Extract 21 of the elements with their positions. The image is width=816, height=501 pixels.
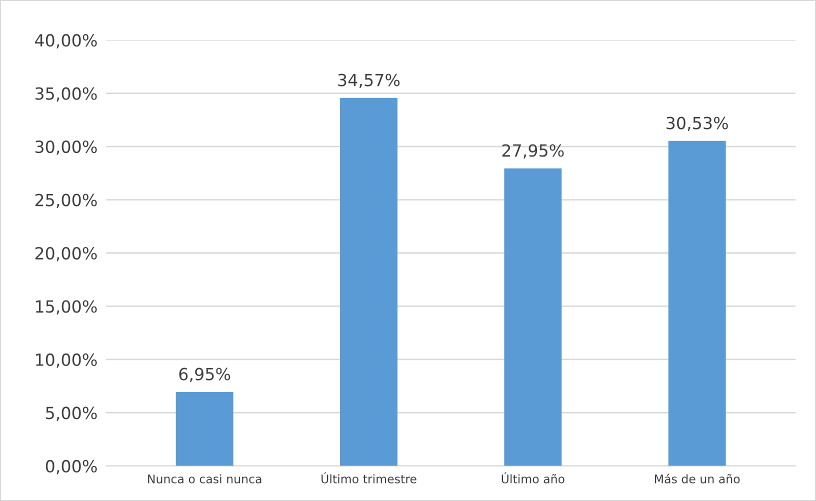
y-tick-label: 35,00% (35, 87, 97, 102)
bar (668, 140, 726, 466)
y-tick-label: 25,00% (35, 194, 97, 208)
bar (504, 168, 562, 466)
y-tick-label: 40,00% (35, 34, 97, 48)
data-label: 34,57% (338, 74, 400, 88)
bar (340, 98, 398, 466)
y-tick-label: 5,00% (46, 406, 97, 421)
y-tick-label: 15,00% (36, 300, 97, 315)
y-tick-label: 10,00% (36, 353, 97, 368)
data-label: 27,95% (502, 144, 564, 159)
y-tick-label: 20,00% (35, 246, 97, 262)
x-tick-label: Más de un año (655, 474, 740, 484)
data-label: 30,53% (666, 116, 728, 132)
y-tick-label: 30,00% (35, 140, 97, 155)
x-tick-label: Último trimestre (322, 472, 416, 484)
bar (176, 392, 234, 466)
x-tick-label: Nunca o casi nunca (148, 474, 262, 484)
x-tick-label: Último año (502, 472, 564, 484)
y-tick-label: 0,00% (46, 460, 97, 474)
data-label: 6,95% (179, 368, 230, 382)
